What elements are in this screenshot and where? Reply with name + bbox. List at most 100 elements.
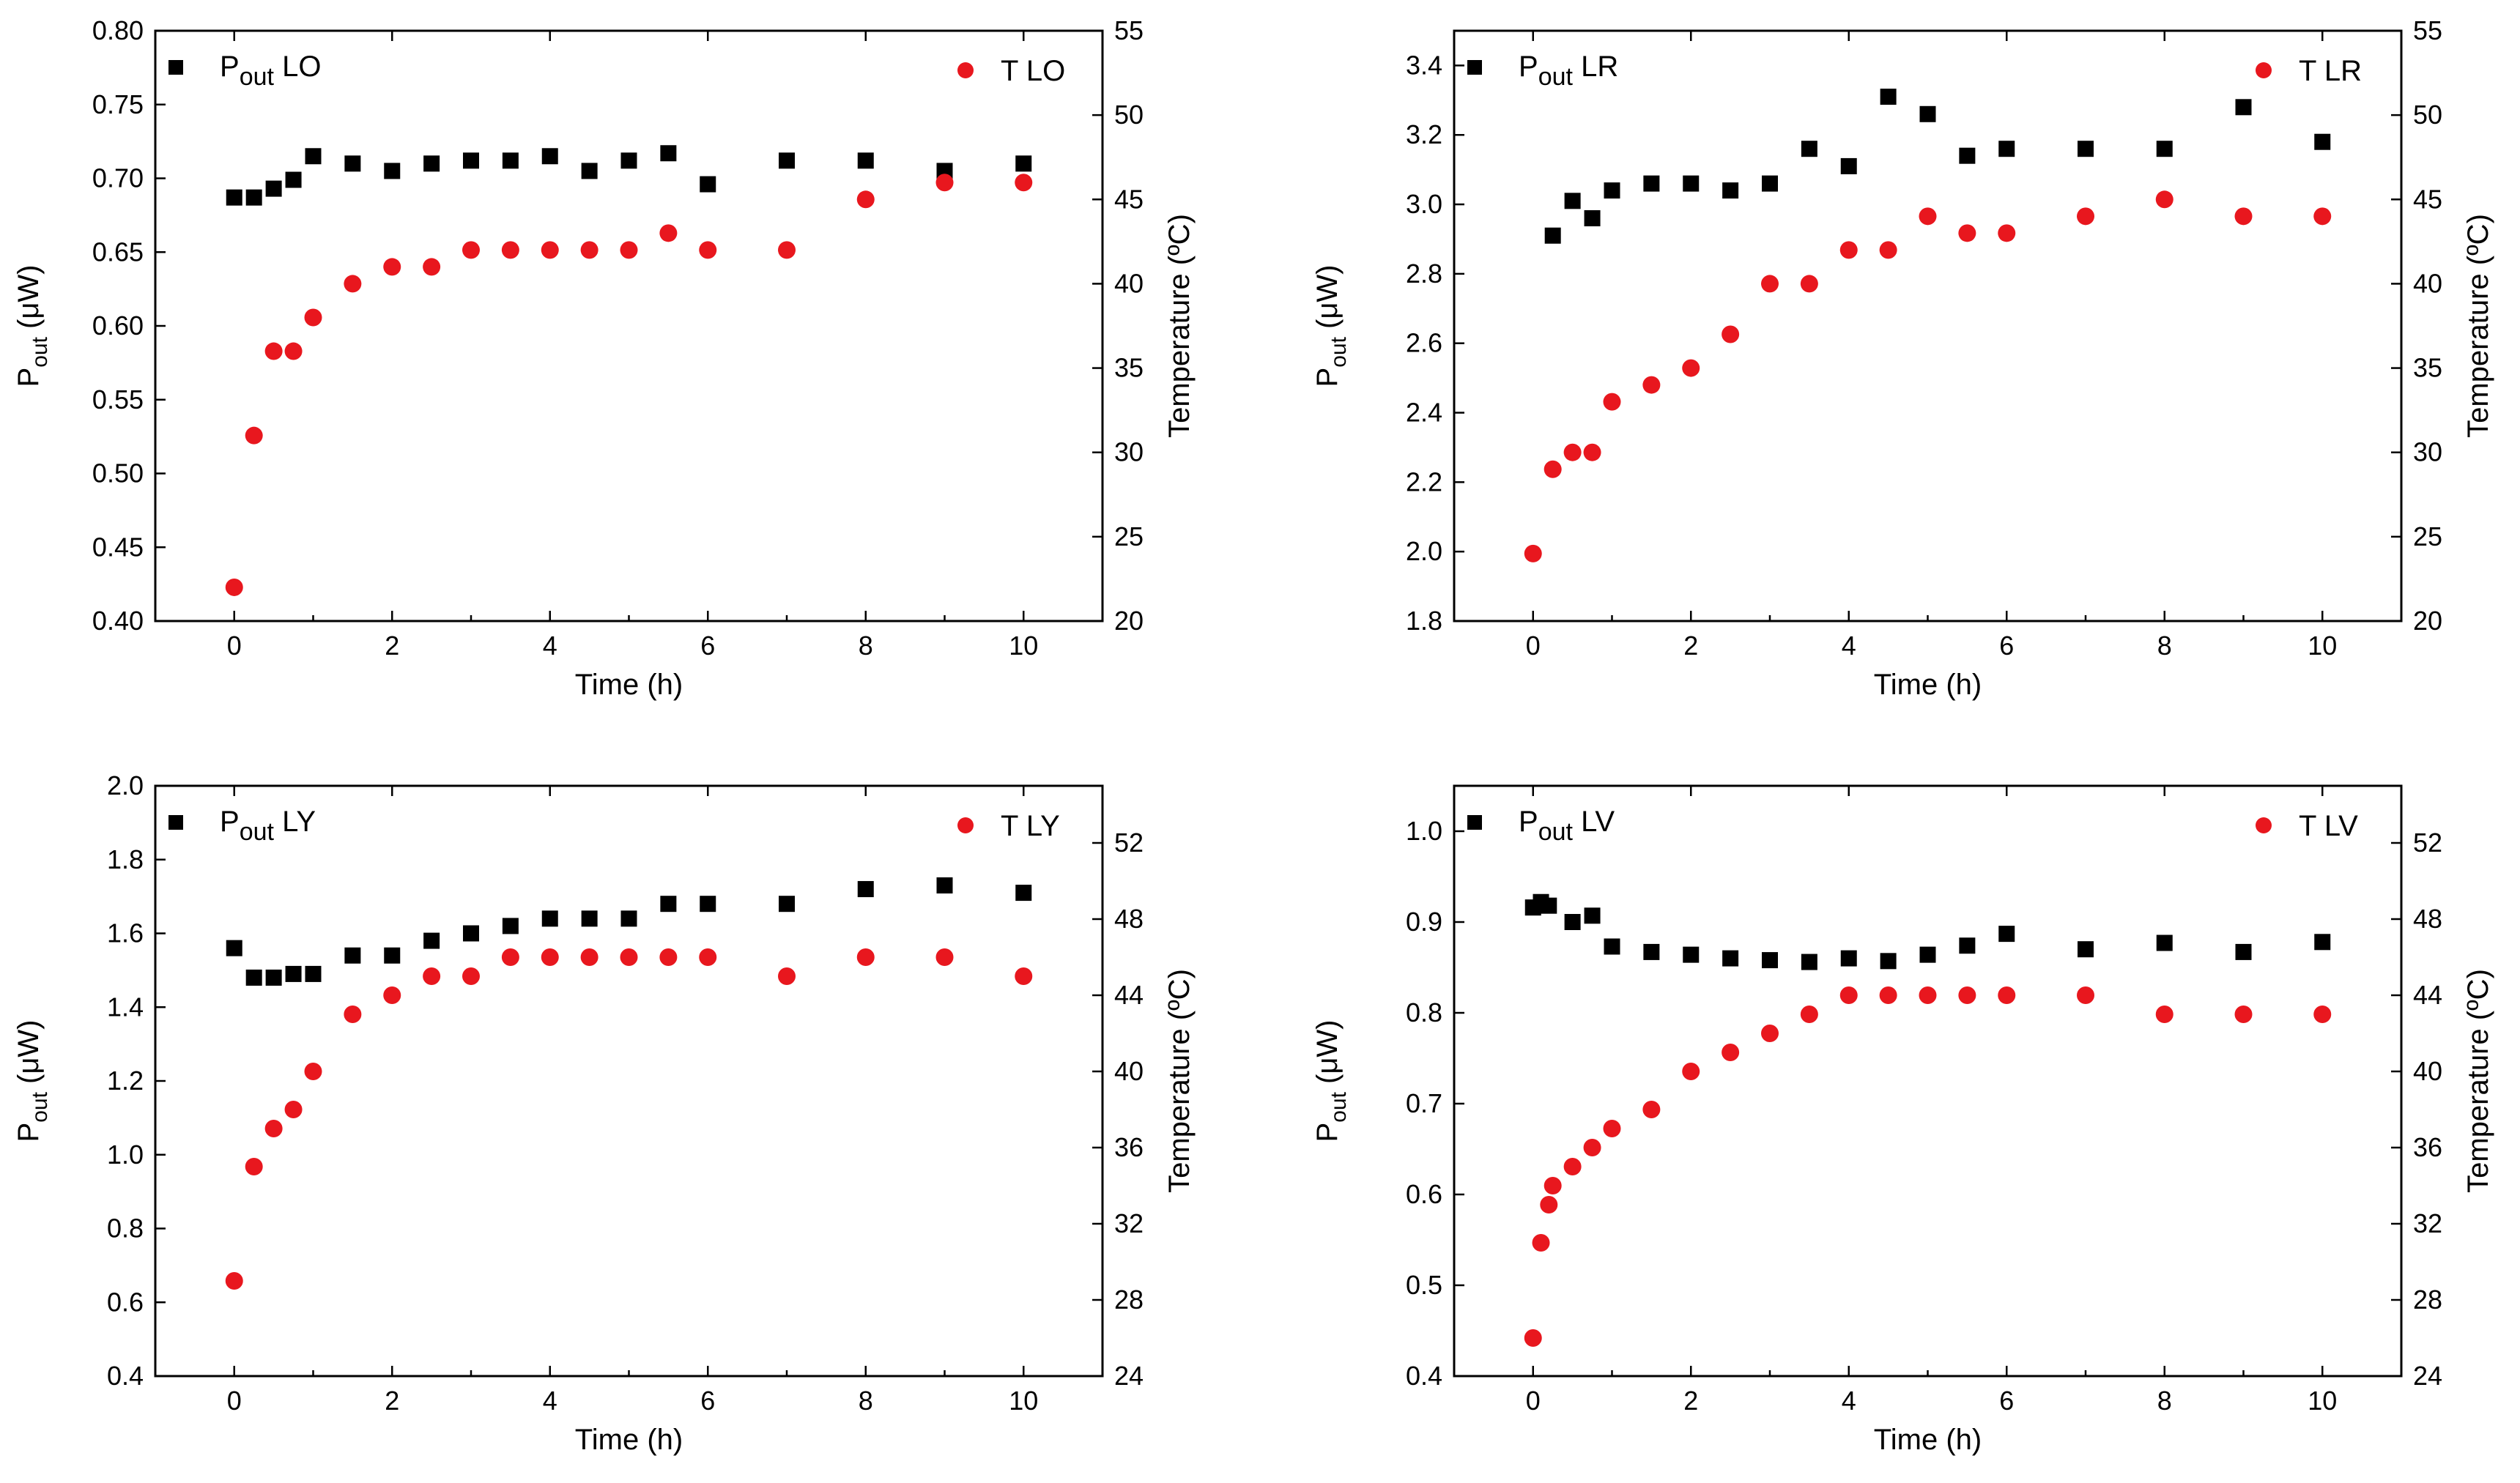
data-point-temperature [1958,986,1976,1004]
data-point-pout [1998,141,2015,157]
data-point-temperature [1682,359,1700,377]
data-point-temperature [344,275,362,293]
x-tick-label: 8 [2157,1386,2172,1416]
data-point-pout [1801,141,1817,157]
y-axis-label: Pout (μW) [1311,1020,1351,1142]
data-point-temperature [1015,967,1033,985]
y-tick-label: 1.8 [1406,606,1442,636]
data-point-pout [1643,943,1660,960]
x-tick-label: 0 [227,1386,242,1416]
data-point-pout [1840,157,1857,174]
data-point-pout [779,896,795,913]
data-point-pout [2235,943,2252,960]
data-point-temperature [1524,544,1542,562]
y2-tick-label: 48 [2413,904,2442,934]
data-point-temperature [1722,325,1740,343]
data-point-pout [1998,926,2015,943]
data-point-temperature [1642,1101,1661,1118]
legend-marker-square [168,815,183,830]
data-point-temperature [501,948,519,966]
data-point-pout [1762,175,1778,192]
x-tick-label: 8 [859,1386,873,1416]
data-point-temperature [1603,1120,1621,1137]
y2-tick-label: 55 [1114,15,1144,45]
data-point-temperature [699,948,717,966]
data-point-pout [1762,952,1778,969]
data-point-pout [2078,141,2094,157]
y-tick-label: 0.5 [1406,1270,1442,1300]
y2-tick-label: 20 [2413,606,2442,636]
data-point-pout [1015,155,1032,172]
data-point-pout [1959,937,1976,954]
y2-tick-label: 40 [2413,1056,2442,1086]
y-tick-label: 0.8 [1406,997,1442,1027]
data-point-temperature [1682,1063,1700,1080]
y-axis-label: Pout (μW) [12,1020,52,1142]
y2-tick-label: 35 [2413,353,2442,383]
y-tick-label: 2.6 [1406,328,1442,358]
x-tick-label: 8 [2157,631,2172,661]
legend-marker-square [1467,815,1482,830]
data-point-pout [1544,227,1561,244]
legend-label-temperature: T LV [2299,810,2358,842]
data-point-temperature [1015,174,1033,192]
data-point-pout [285,965,302,982]
data-point-pout [2314,133,2331,150]
x-tick-label: 4 [1842,631,1856,661]
data-point-pout [226,940,242,956]
data-point-temperature [1800,1006,1818,1023]
data-point-pout [700,896,716,913]
data-point-temperature [659,224,678,242]
data-point-temperature [1998,986,2016,1004]
y-tick-label: 2.2 [1406,467,1442,497]
data-point-pout [1880,953,1897,970]
y2-tick-label: 48 [1114,904,1144,934]
y2-tick-label: 44 [1114,980,1144,1010]
y2-tick-label: 28 [2413,1285,2442,1315]
legend-label-pout: Pout LO [220,51,321,91]
y-tick-label: 1.2 [107,1066,144,1096]
data-point-temperature [2313,207,2332,226]
data-point-pout [620,152,637,169]
chart-panel-lr: 0 2 4 6 8 10 1.8 2.0 2.2 2.4 2.6 2.8 3.0 3.2 3.4 20 25 30… [1311,15,2494,701]
legend-marker-square [1467,60,1482,75]
y2-axis-label: Temperature (ºC) [2462,969,2494,1193]
data-point-temperature [1761,275,1779,293]
legend-marker-circle [2256,62,2272,78]
y2-tick-label: 25 [2413,521,2442,551]
y-tick-label: 0.75 [92,89,144,119]
x-tick-label: 6 [700,631,715,661]
data-point-pout [245,969,262,986]
data-point-temperature [462,241,480,259]
data-point-temperature [1800,275,1818,293]
y-tick-label: 2.8 [1406,259,1442,289]
data-point-temperature [225,1272,243,1290]
data-point-temperature [935,948,954,966]
y-tick-label: 0.50 [92,458,144,488]
data-point-pout [502,918,519,934]
data-point-temperature [778,967,796,985]
data-point-pout [384,947,401,964]
x-tick-label: 8 [859,631,873,661]
data-point-temperature [856,190,875,209]
y-tick-label: 0.4 [107,1361,144,1391]
y2-tick-label: 36 [1114,1132,1144,1162]
data-point-temperature [245,1158,263,1175]
y-axis-label: Pout (μW) [1311,265,1351,387]
data-point-pout [660,145,677,162]
data-point-pout [1959,147,1976,164]
y-tick-label: 2.0 [107,770,144,800]
data-point-pout [1801,954,1817,970]
x-tick-label: 2 [385,1386,399,1416]
data-point-temperature [2155,190,2174,209]
data-point-temperature [580,948,598,966]
data-point-temperature [245,426,263,445]
data-point-pout [285,171,302,188]
data-point-pout [1604,938,1620,955]
data-point-pout [305,148,322,165]
data-point-pout [423,155,440,172]
legend-label-temperature: T LY [1001,810,1060,842]
legend-marker-circle [957,817,974,833]
legend-label-pout: Pout LV [1519,806,1615,846]
data-point-temperature [935,174,954,192]
